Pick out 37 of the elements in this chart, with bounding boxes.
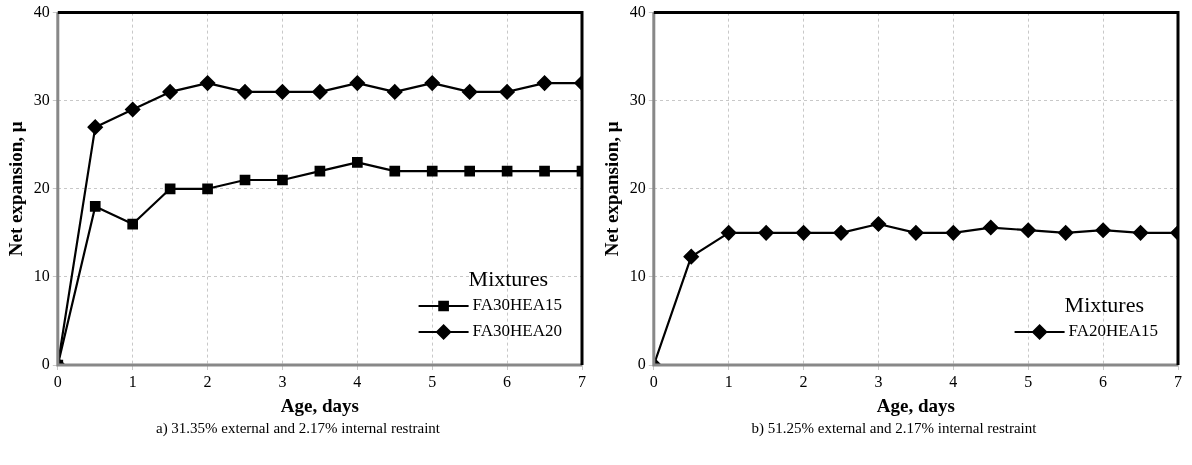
legend-title: Mixtures: [468, 265, 549, 291]
x-tick-label: 1: [724, 372, 733, 390]
y-tick-label: 0: [637, 355, 646, 373]
y-tick-label: 0: [41, 355, 50, 373]
y-tick-label: 40: [629, 2, 646, 20]
x-tick-label: 5: [1024, 372, 1033, 390]
x-tick-label: 4: [353, 372, 362, 390]
x-tick-label: 4: [949, 372, 958, 390]
y-tick-label: 10: [33, 267, 50, 285]
y-tick-label: 30: [629, 90, 646, 108]
x-tick-label: 0: [649, 372, 658, 390]
x-tick-label: 5: [428, 372, 437, 390]
legend-label: FA30HEA15: [472, 295, 563, 315]
y-tick-label: 20: [33, 179, 50, 196]
y-tick-label: 30: [33, 90, 50, 108]
x-axis-title: Age, days: [876, 394, 955, 416]
x-tick-label: 6: [1099, 372, 1108, 390]
x-tick-label: 1: [128, 372, 137, 390]
x-axis-title: Age, days: [280, 394, 359, 416]
y-tick-label: 20: [629, 179, 646, 196]
y-tick-label: 40: [33, 2, 50, 20]
text: a) 31.35% external and 2.17% internal restraint: [154, 420, 442, 437]
x-tick-label: 6: [503, 372, 512, 390]
y-axis-title: Net expansion, μ: [5, 121, 27, 257]
x-tick-label: 3: [874, 372, 883, 390]
legend-title: Mixtures: [1064, 291, 1145, 317]
legend-label: FA20HEA15: [1068, 321, 1159, 341]
x-tick-label: 2: [203, 372, 212, 390]
x-tick-label: 3: [278, 372, 287, 390]
x-tick-label: 2: [799, 372, 808, 390]
y-axis-title: Net expansion, μ: [601, 121, 623, 257]
legend-label: FA30HEA20: [472, 321, 563, 341]
text: b) 51.25% external and 2.17% internal restraint: [750, 420, 1038, 437]
y-tick-label: 10: [629, 267, 646, 285]
x-tick-label: 0: [53, 372, 62, 390]
x-tick-label: 7: [578, 372, 586, 390]
x-tick-label: 7: [1174, 372, 1182, 390]
